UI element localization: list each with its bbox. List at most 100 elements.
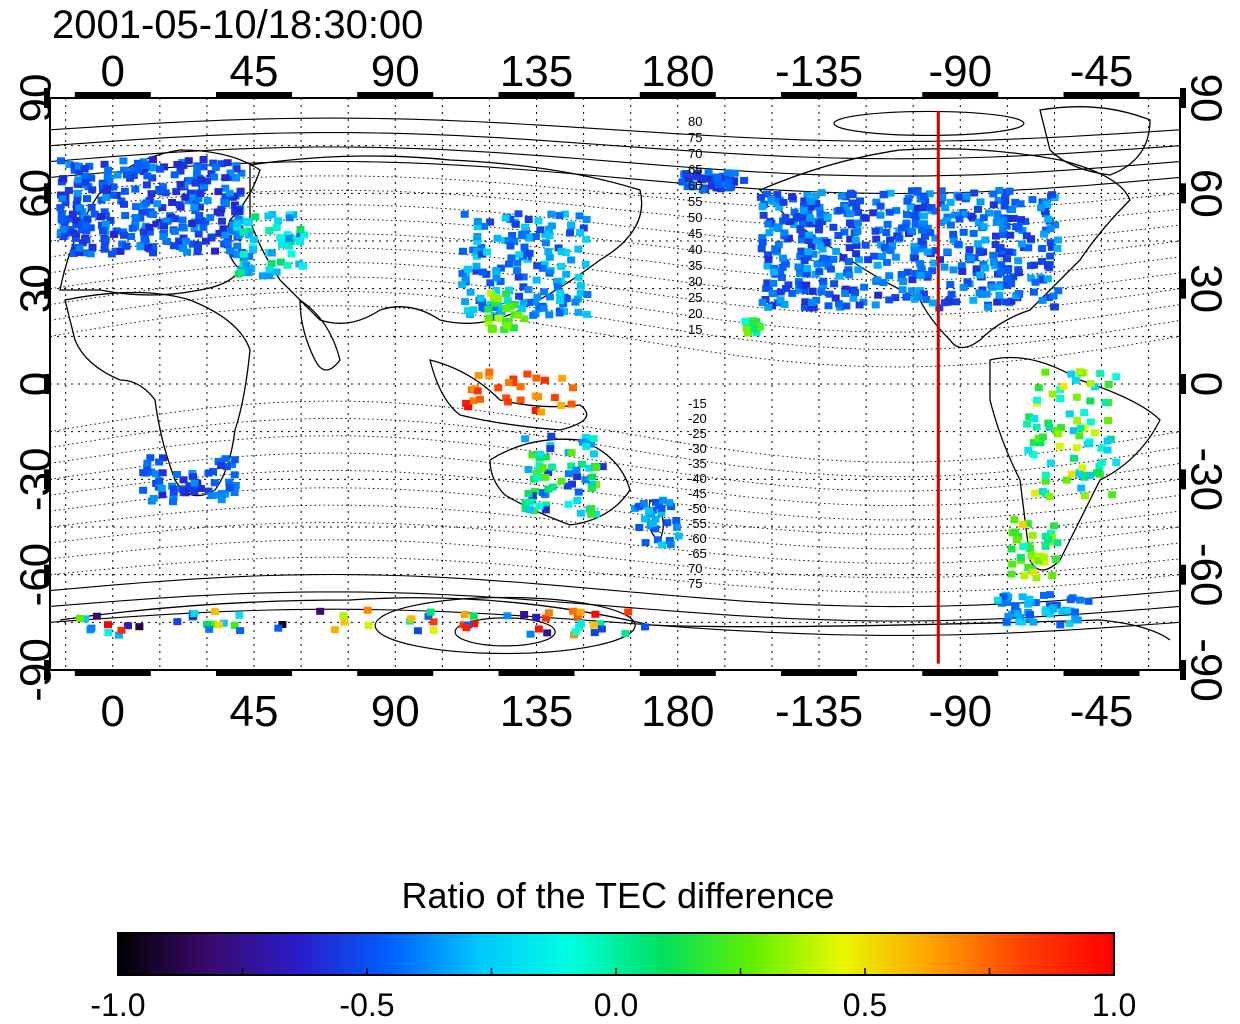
tec-patch	[928, 267, 937, 275]
tec-patch	[592, 464, 601, 471]
tec-patch	[215, 229, 224, 237]
tec-patch	[962, 192, 971, 200]
tec-patch	[769, 279, 778, 287]
tec-patch	[923, 271, 932, 278]
tec-patch	[87, 624, 96, 632]
tec-patch	[534, 393, 542, 401]
magnetic-contour-line	[50, 504, 1180, 550]
tec-patch	[975, 247, 984, 255]
tec-patch	[1019, 244, 1028, 252]
contour-label: -55	[688, 516, 707, 531]
y-tick-mark-right	[1180, 278, 1186, 299]
tec-patch	[540, 376, 549, 384]
tec-patch	[1010, 516, 1019, 524]
tec-patch	[57, 210, 66, 218]
tec-patch	[558, 374, 567, 382]
tec-patch	[245, 252, 254, 260]
tec-patch	[790, 208, 799, 216]
tec-patch	[794, 212, 803, 220]
tec-patch	[413, 627, 422, 635]
tec-patch	[142, 181, 151, 189]
tec-patch	[176, 180, 185, 188]
tec-patch	[822, 238, 831, 246]
tec-patch	[364, 622, 373, 629]
tec-patch	[1020, 572, 1029, 580]
tec-patch	[531, 407, 540, 414]
tec-patch	[363, 606, 372, 614]
tec-patch	[232, 174, 241, 182]
tec-patch	[1058, 607, 1067, 615]
tec-patch	[140, 168, 149, 175]
tec-patch	[1027, 551, 1036, 559]
tec-patch	[73, 189, 82, 197]
tec-patch	[984, 303, 993, 311]
tec-patch	[466, 288, 475, 296]
tec-ratio-patches	[56, 156, 1121, 639]
tec-patch	[704, 169, 713, 177]
tec-patch	[1065, 619, 1074, 627]
tec-patch	[462, 399, 471, 407]
tec-patch	[1044, 215, 1053, 223]
tec-patch	[190, 225, 199, 233]
y-tick-label-left: 90	[12, 74, 61, 123]
tec-patch	[579, 438, 587, 446]
tec-patch	[458, 281, 467, 289]
tec-patch	[989, 201, 998, 209]
magnetic-contour-line	[50, 276, 1180, 333]
contour-label: 25	[688, 290, 702, 305]
tec-patch	[653, 536, 662, 544]
x-tick-mark-bottom	[922, 670, 999, 676]
tec-patch	[952, 298, 961, 306]
x-tick-label-bottom: 180	[641, 687, 714, 736]
tec-patch	[193, 164, 202, 172]
tec-patch	[544, 485, 553, 493]
tec-patch	[461, 298, 470, 306]
tec-patch	[936, 219, 945, 227]
tec-patch	[979, 260, 988, 268]
tec-patch	[774, 225, 783, 233]
tec-patch	[854, 208, 863, 216]
tec-patch	[225, 478, 234, 486]
tec-patch	[134, 159, 142, 167]
tec-patch	[1029, 618, 1038, 626]
tec-patch	[1004, 612, 1013, 620]
tec-patch	[185, 176, 194, 184]
tec-patch	[203, 621, 212, 628]
tec-patch	[118, 240, 127, 248]
tec-patch	[221, 193, 230, 201]
tec-patch	[758, 234, 767, 242]
tec-patch	[846, 235, 855, 243]
magnetic-contour-line	[50, 305, 1180, 368]
tec-patch	[502, 394, 511, 402]
tec-patch	[640, 515, 649, 523]
tec-patch	[698, 186, 707, 194]
tec-patch	[486, 279, 495, 287]
tec-patch	[81, 178, 90, 186]
tec-patch	[592, 481, 600, 488]
x-tick-label-top: 90	[371, 47, 420, 96]
tec-patch	[572, 466, 581, 474]
y-tick-mark-left	[44, 374, 50, 394]
x-tick-mark-top	[1063, 92, 1140, 98]
tec-patch	[648, 520, 657, 528]
tec-patch	[199, 223, 208, 231]
tec-patch	[1073, 616, 1082, 624]
tec-patch	[1041, 542, 1050, 550]
map-axes: 0045459090135135180180-135-135-90-90-45-…	[12, 47, 1231, 736]
tec-patch	[86, 224, 95, 232]
tec-patch	[209, 159, 218, 167]
tec-patch	[1037, 204, 1046, 212]
y-tick-mark-right	[1180, 183, 1186, 204]
tec-patch	[1104, 380, 1113, 388]
tec-patch	[524, 216, 533, 223]
tec-patch	[141, 235, 149, 243]
tec-patch	[485, 368, 494, 376]
tec-patch	[80, 249, 89, 257]
tec-patch	[156, 165, 165, 173]
tec-patch	[943, 213, 952, 221]
tec-patch	[769, 268, 778, 276]
tec-patch	[918, 226, 927, 234]
contour-label: 20	[688, 306, 702, 321]
tec-patch	[251, 213, 260, 221]
tec-patch	[794, 263, 803, 271]
